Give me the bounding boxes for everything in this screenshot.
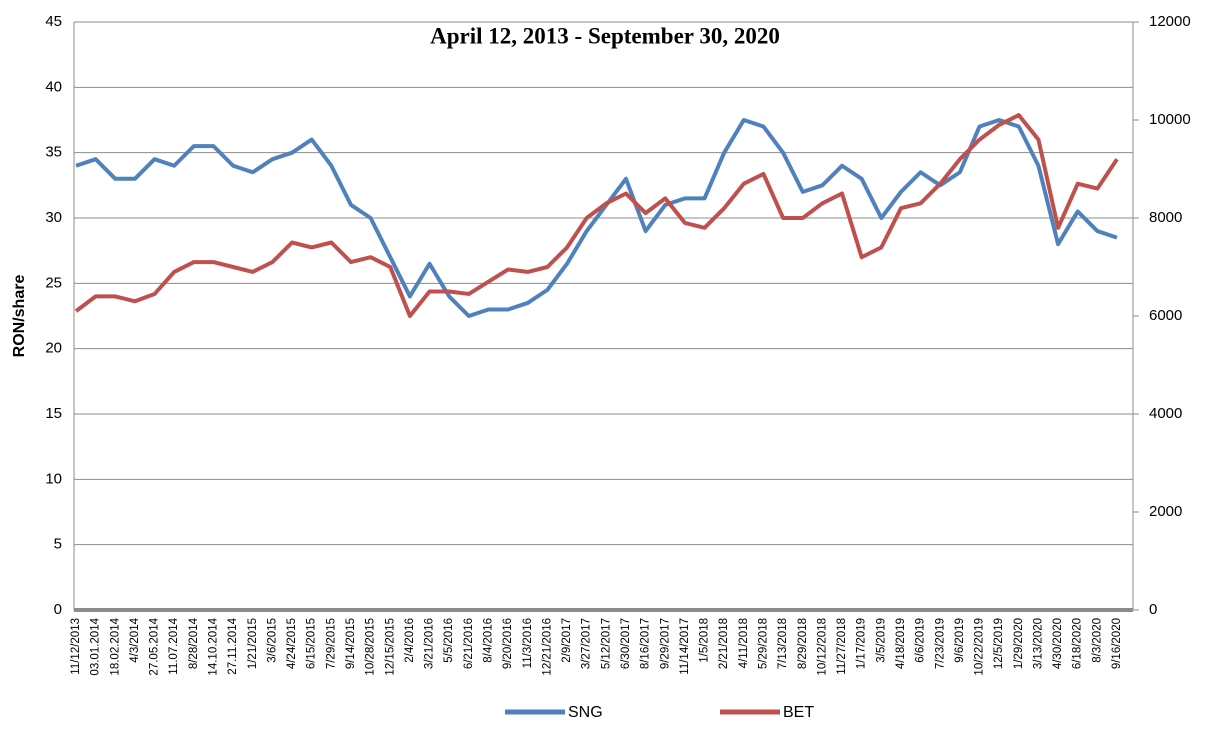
- x-tick-label: 2/9/2017: [561, 618, 573, 663]
- x-tick-label: 4/30/2020: [1052, 618, 1064, 669]
- x-tick-label: 4/3/2014: [129, 617, 141, 662]
- y-tick-label: 15: [45, 405, 62, 422]
- x-tick-label: 9/16/2020: [1111, 618, 1123, 669]
- x-tick-label: 2/4/2016: [404, 618, 416, 663]
- x-tick-label: 1/5/2018: [699, 618, 711, 663]
- legend-label: SNG: [568, 704, 603, 721]
- x-tick-label: 5/12/2017: [600, 618, 612, 669]
- x-tick-label: 18.02.2014: [109, 617, 121, 675]
- x-tick-label: 8/4/2016: [483, 618, 495, 663]
- x-tick-label: 3/5/2019: [875, 618, 887, 663]
- x-tick-label: 9/14/2015: [345, 618, 357, 669]
- x-tick-label: 7/23/2019: [934, 618, 946, 669]
- x-tick-label: 6/21/2016: [463, 618, 475, 669]
- x-tick-label: 10/12/2018: [816, 618, 828, 676]
- x-tick-label: 12/21/2016: [541, 618, 553, 676]
- y-axis-label: RON/share: [11, 275, 28, 358]
- x-tick-label: 8/29/2018: [797, 618, 809, 669]
- x-tick-label: 3/27/2017: [581, 618, 593, 669]
- y-tick-label: 0: [54, 601, 62, 618]
- x-tick-label: 6/6/2019: [915, 618, 927, 663]
- x-tick-label: 4/11/2018: [738, 618, 750, 668]
- x-tick-label: 7/29/2015: [325, 618, 337, 669]
- x-tick-label: 3/6/2015: [266, 618, 278, 663]
- y2-tick-label: 6000: [1149, 307, 1182, 324]
- x-tick-label: 8/3/2020: [1091, 618, 1103, 663]
- legend-label: BET: [783, 704, 814, 721]
- y2-tick-label: 0: [1149, 601, 1157, 618]
- y-tick-label: 10: [45, 470, 62, 487]
- y-tick-label: 35: [45, 144, 62, 161]
- x-tick-label: 1/29/2020: [1013, 618, 1025, 669]
- x-tick-label: 12/15/2015: [384, 618, 396, 676]
- y-tick-label: 5: [54, 536, 62, 553]
- series-line: [74, 113, 1119, 318]
- x-tick-label: 6/30/2017: [620, 618, 632, 669]
- x-tick-label: 4/24/2015: [286, 618, 298, 669]
- x-tick-label: 9/29/2017: [659, 618, 671, 669]
- x-tick-label: 11/27/2018: [836, 618, 848, 675]
- y-tick-label: 20: [45, 340, 62, 357]
- y-tick-label: 25: [45, 274, 62, 291]
- x-tick-label: 11/14/2017: [679, 618, 691, 675]
- y-tick-label: 30: [45, 209, 62, 226]
- x-tick-label: 27.11.2014: [227, 617, 239, 674]
- y2-tick-label: 2000: [1149, 503, 1182, 520]
- x-tick-label: 5/5/2016: [443, 618, 455, 663]
- x-tick-label: 3/21/2016: [424, 618, 436, 669]
- x-tick-label: 11/3/2016: [522, 618, 534, 668]
- x-tick-label: 4/18/2019: [895, 618, 907, 669]
- x-tick-label: 9/6/2019: [954, 618, 966, 663]
- x-tick-label: 8/16/2017: [640, 618, 652, 669]
- x-tick-label: 8/28/2014: [188, 617, 200, 669]
- y2-tick-label: 12000: [1149, 13, 1191, 30]
- x-tick-label: 12/5/2019: [993, 618, 1005, 669]
- y2-tick-label: 8000: [1149, 209, 1182, 226]
- y-tick-label: 45: [45, 13, 62, 30]
- x-tick-label: 7/13/2018: [777, 618, 789, 669]
- y2-tick-label: 4000: [1149, 405, 1182, 422]
- x-tick-label: 6/15/2015: [306, 618, 318, 669]
- x-tick-label: 1/17/2019: [856, 618, 868, 669]
- x-tick-label: 1/21/2015: [247, 618, 259, 669]
- chart-title: April 12, 2013 - September 30, 2020: [430, 23, 780, 48]
- x-tick-label: 9/20/2016: [502, 618, 514, 669]
- series-line: [75, 118, 1118, 318]
- x-tick-label: 03.01.2014: [90, 617, 102, 675]
- x-tick-label: 11.07.2014: [168, 617, 180, 674]
- y-tick-label: 40: [45, 78, 62, 95]
- x-tick-label: 14.10.2014: [208, 617, 220, 675]
- x-tick-label: 10/28/2015: [365, 618, 377, 676]
- x-tick-label: 2/21/2018: [718, 618, 730, 669]
- x-tick-label: 6/18/2020: [1072, 618, 1084, 669]
- y2-tick-label: 10000: [1149, 111, 1191, 128]
- x-tick-label: 11/12/2013: [70, 618, 82, 675]
- x-tick-label: 10/22/2019: [974, 618, 986, 676]
- x-tick-label: 3/13/2020: [1032, 618, 1044, 669]
- x-tick-label: 5/29/2018: [757, 618, 769, 669]
- x-tick-label: 27.05.2014: [149, 617, 161, 675]
